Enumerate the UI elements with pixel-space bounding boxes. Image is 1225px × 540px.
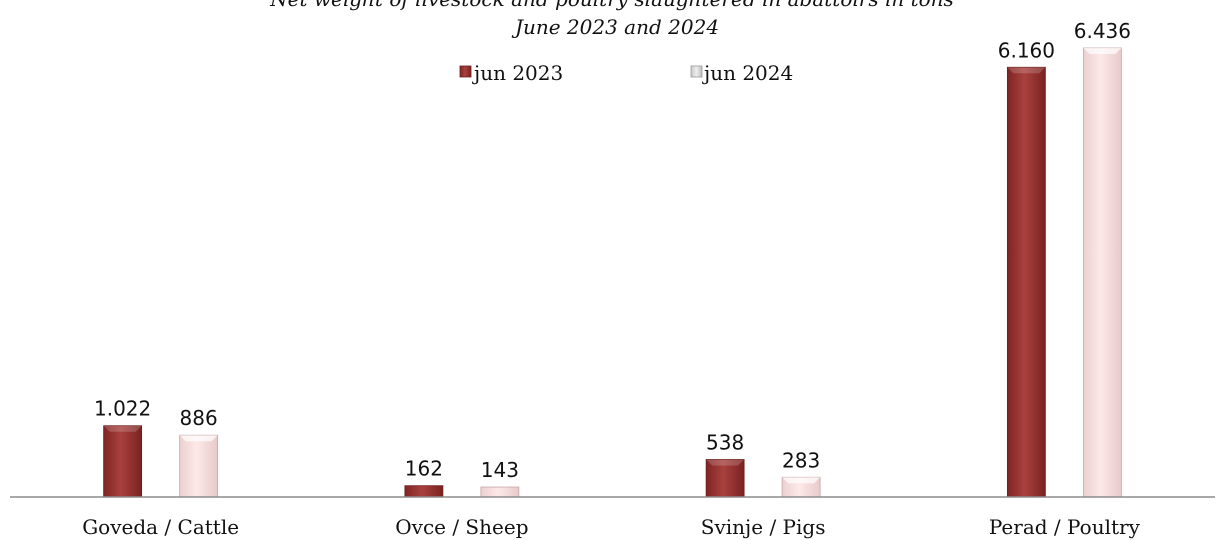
legend-swatch-jun-2024 <box>690 65 703 78</box>
value-label-ovce-sheep-jun-2024: 143 <box>481 458 519 482</box>
value-label-goveda-cattle-jun-2023: 1.022 <box>94 397 151 421</box>
value-label-ovce-sheep-jun-2023: 162 <box>405 457 443 481</box>
bar-bevel-perad-poultry-jun-2023 <box>1007 67 1046 74</box>
value-labels-group: 1.022 886 162 143 538 283 6.160 6.436 <box>94 19 1131 482</box>
value-label-perad-poultry-jun-2023: 6.160 <box>998 38 1055 62</box>
value-label-svinje-pigs-jun-2023: 538 <box>706 430 744 454</box>
category-label-perad-poultry: Perad / Poultry <box>989 515 1141 539</box>
bar-ovce-sheep-jun-2024 <box>480 486 520 498</box>
bar-bevel-svinje-pigs-jun-2024 <box>782 477 821 484</box>
category-label-svinje-pigs: Svinje / Pigs <box>701 515 826 539</box>
category-label-ovce-sheep: Ovce / Sheep <box>395 515 528 539</box>
legend: jun 2023 jun 2024 <box>459 61 793 85</box>
bars-group <box>103 47 1122 498</box>
bar-ovce-sheep-jun-2023 <box>404 485 444 498</box>
value-label-svinje-pigs-jun-2024: 283 <box>782 448 820 472</box>
bar-bevel-goveda-cattle-jun-2024 <box>179 435 218 442</box>
bar-goveda-cattle-jun-2023 <box>103 425 143 498</box>
bar-bevel-goveda-cattle-jun-2023 <box>103 425 142 432</box>
bar-perad-poultry-jun-2024 <box>1082 47 1122 498</box>
bar-bevel-svinje-pigs-jun-2023 <box>706 459 745 466</box>
category-labels-group: Goveda / Cattle Ovce / Sheep Svinje / Pigs… <box>82 515 1140 539</box>
chart-subtitle: June 2023 and 2024 <box>511 15 719 39</box>
value-label-goveda-cattle-jun-2024: 886 <box>180 406 218 430</box>
category-label-goveda-cattle: Goveda / Cattle <box>82 515 239 539</box>
legend-label-jun-2024: jun 2024 <box>702 61 793 85</box>
bar-goveda-cattle-jun-2024 <box>179 434 219 498</box>
legend-swatch-jun-2023 <box>459 65 472 78</box>
bar-bevel-perad-poultry-jun-2024 <box>1083 48 1122 54</box>
legend-label-jun-2023: jun 2023 <box>472 61 563 85</box>
chart-title: Net weight of livestock and poultry slau… <box>269 0 954 11</box>
bar-svinje-pigs-jun-2023 <box>705 459 745 498</box>
bar-perad-poultry-jun-2023 <box>1006 66 1046 498</box>
value-label-perad-poultry-jun-2024: 6.436 <box>1074 19 1131 43</box>
